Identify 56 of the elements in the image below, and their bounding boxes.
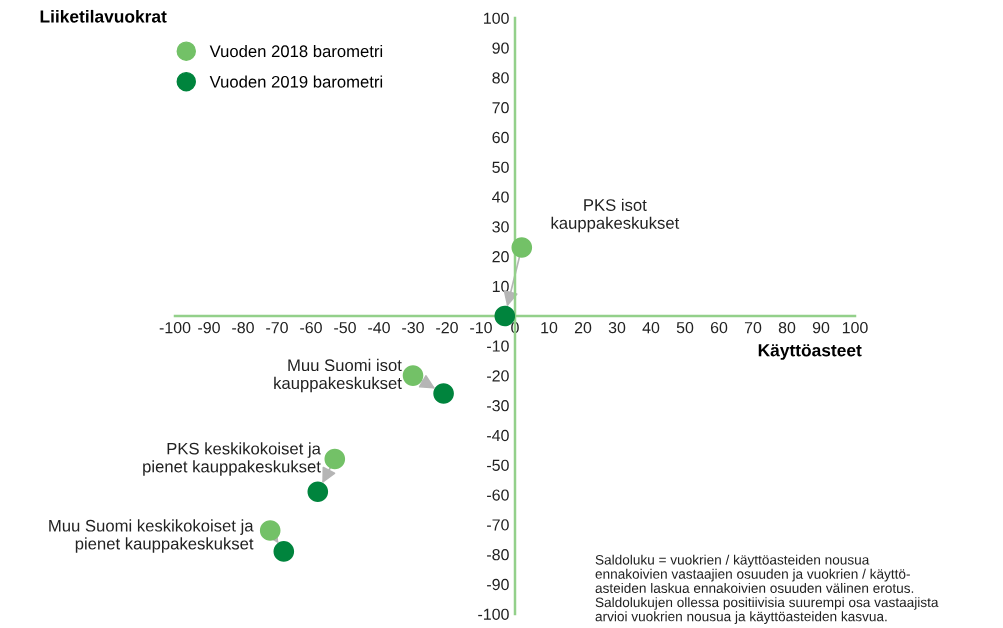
- y-tick-label: -80: [487, 549, 509, 561]
- y-tick-label: -40: [487, 429, 509, 442]
- y-tick-label: -20: [487, 370, 509, 382]
- y-tick-label: 80: [492, 72, 509, 84]
- x-tick-label: 10: [541, 321, 558, 334]
- y-tick-label: 70: [492, 102, 509, 114]
- y-tick-label: -90: [487, 578, 509, 591]
- y-tick-label: 90: [492, 42, 509, 54]
- y-tick-label: 50: [492, 161, 509, 173]
- point: [324, 448, 346, 470]
- y-tick-label: -50: [487, 459, 509, 471]
- point: [402, 365, 424, 386]
- x-tick-label: 100: [842, 321, 868, 334]
- y-tick-label: 100: [484, 12, 509, 24]
- x-axis-title: Käyttöasteet: [758, 344, 862, 360]
- point: [307, 481, 329, 503]
- annotation: PKS isot kauppakeskukset: [551, 198, 680, 233]
- y-tick-label: -60: [487, 489, 509, 501]
- point: [273, 541, 295, 562]
- x-tick-label: -100: [159, 321, 191, 334]
- x-tick-label: 90: [812, 321, 830, 334]
- y-tick-label: -10: [487, 340, 509, 352]
- y-tick-label: 30: [492, 221, 509, 233]
- annotation: Muu Suomi isot kauppakeskukset: [274, 358, 402, 393]
- legend-label: Vuoden 2018 barometri: [209, 44, 383, 58]
- point: [259, 520, 281, 541]
- point: [433, 383, 454, 404]
- x-tick-label: -80: [232, 321, 254, 334]
- x-tick-label: 20: [574, 321, 592, 334]
- x-tick-label: 30: [608, 321, 626, 334]
- y-tick-label: 40: [492, 191, 509, 203]
- y-tick-label: -70: [487, 519, 509, 531]
- x-tick-label: 80: [778, 321, 796, 334]
- point: [511, 237, 533, 258]
- annotation: Muu Suomi keskikokoiset ja pienet kauppakeskukset: [49, 519, 254, 553]
- x-tick-label: -20: [436, 321, 458, 334]
- x-tick-label: 40: [642, 321, 660, 334]
- x-tick-label: -30: [402, 321, 424, 334]
- y-tick-label: -100: [478, 608, 509, 620]
- x-tick-label: -40: [368, 321, 390, 334]
- x-tick-label: -50: [334, 321, 356, 334]
- y-tick-label: 10: [492, 280, 509, 293]
- y-tick-label: 20: [492, 251, 509, 263]
- x-tick-label: 70: [744, 321, 762, 334]
- x-tick-label: 60: [710, 321, 728, 334]
- y-axis-title: Liiketilavuokrat: [40, 9, 167, 23]
- x-tick-label: -70: [266, 321, 288, 334]
- annotation: PKS keskikokoiset ja pienet kauppakeskukset: [143, 442, 321, 476]
- x-tick-label: 50: [676, 321, 694, 334]
- y-tick-label: -30: [487, 400, 509, 412]
- x-tick-label: -60: [300, 321, 322, 334]
- legend-label: Vuoden 2019 barometri: [209, 75, 383, 88]
- y-tick-label: 60: [492, 131, 509, 144]
- x-tick-label: -10: [470, 321, 492, 334]
- annotation: Saldoluku = vuokrien / käyttöasteiden nousua ennakoivien vastaajien osuuden ja vuokrien / käyttö- asteiden laskua ennakoivien osuuden välinen erotus. Saldolukujen ollessa positiivisia suurempi osa vastaajista arvioi vuokrien nousua ja käyttöasteiden kasvua.: [595, 554, 939, 624]
- x-tick-label: -90: [198, 321, 220, 334]
